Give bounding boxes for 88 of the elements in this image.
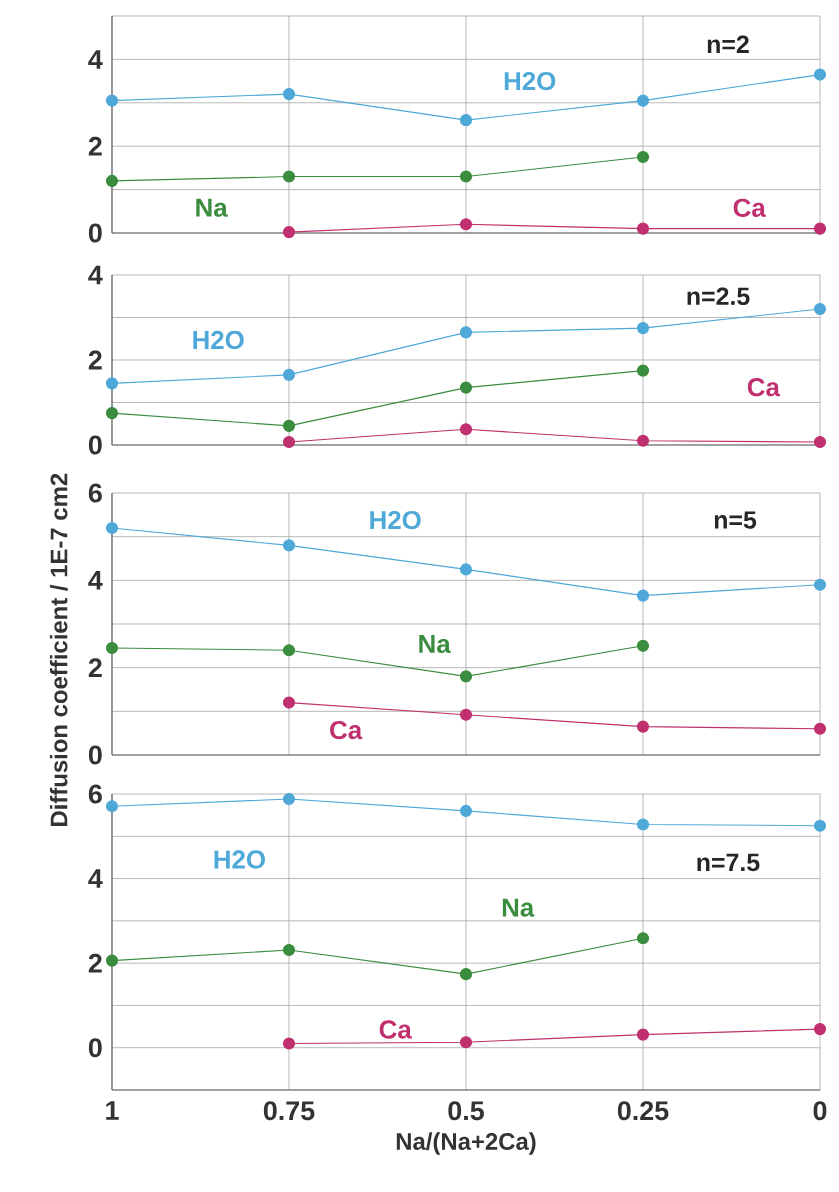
point — [282, 435, 296, 449]
point — [459, 1036, 473, 1049]
annotation: n=2.5 — [687, 287, 750, 306]
point — [636, 639, 650, 652]
point — [813, 68, 827, 81]
point — [813, 435, 827, 449]
point — [813, 819, 827, 832]
point — [636, 932, 650, 945]
point — [636, 94, 650, 107]
point — [636, 589, 650, 602]
point — [636, 434, 650, 447]
annotation: n=7.5 — [697, 853, 760, 872]
point — [282, 419, 296, 432]
point — [459, 326, 473, 339]
point — [282, 226, 296, 239]
y-tick-label: 2 — [88, 350, 102, 370]
y-tick-label: 0 — [88, 1038, 102, 1058]
series-label: Ca — [379, 1020, 412, 1039]
point — [636, 322, 650, 335]
point — [459, 170, 473, 183]
point — [105, 521, 119, 534]
point — [282, 170, 296, 183]
y-tick-label: 2 — [88, 136, 102, 156]
point — [282, 943, 296, 957]
y-tick-label: 2 — [88, 953, 102, 973]
y-tick-label: 0 — [88, 223, 102, 243]
y-tick-label: 6 — [88, 784, 102, 804]
point — [813, 722, 827, 735]
point — [459, 968, 473, 981]
point — [459, 423, 473, 436]
point — [459, 563, 473, 576]
x-tick-label: 1 — [106, 1101, 119, 1120]
point — [105, 800, 119, 813]
y-tick-label: 4 — [88, 869, 103, 888]
x-tick-label: 0.75 — [263, 1101, 315, 1121]
point — [459, 708, 473, 721]
point — [636, 150, 650, 164]
series-label: H2O — [193, 330, 244, 350]
annotation: n=2 — [707, 35, 749, 53]
point — [636, 720, 650, 733]
point — [459, 218, 473, 231]
point — [105, 377, 119, 390]
x-tick-label: 0.25 — [617, 1101, 669, 1121]
point — [282, 696, 296, 709]
point — [105, 94, 119, 107]
series-label: Ca — [747, 378, 781, 397]
point — [459, 114, 473, 127]
point — [105, 407, 119, 420]
point — [636, 1028, 650, 1041]
point — [813, 222, 827, 235]
point — [813, 302, 827, 316]
series-label: Na — [502, 898, 535, 917]
point — [105, 174, 119, 187]
y-tick-label: 4 — [88, 571, 103, 590]
point — [636, 364, 650, 377]
point — [636, 222, 650, 235]
y-tick-label: 4 — [88, 50, 103, 69]
point — [105, 641, 119, 655]
point — [282, 368, 296, 381]
series-label: Na — [196, 198, 228, 217]
point — [813, 1023, 827, 1036]
point — [105, 954, 119, 967]
y-tick-label: 0 — [88, 435, 102, 455]
point — [636, 818, 650, 831]
series-label: Na — [419, 635, 451, 654]
series-label: H2O — [504, 71, 556, 91]
point — [282, 644, 296, 657]
y-tick-label: 2 — [88, 658, 102, 678]
point — [459, 381, 473, 394]
x-tick-label: 0 — [813, 1101, 827, 1121]
point — [282, 88, 296, 101]
x-axis-title: Na/(Na+2Ca) — [396, 1132, 536, 1155]
y-axis-title: Diffusion coefficient / 1E-7 cm2 — [49, 473, 68, 826]
point — [813, 578, 827, 591]
series-label: H2O — [214, 850, 265, 869]
point — [459, 804, 473, 817]
series-label: H2O — [370, 510, 421, 530]
series-label: Ca — [330, 720, 363, 740]
y-tick-label: 4 — [88, 265, 103, 285]
series-label: Ca — [733, 198, 766, 217]
y-tick-label: 6 — [88, 483, 102, 503]
point — [282, 1037, 296, 1050]
x-tick-label: 0.5 — [448, 1101, 484, 1121]
point — [459, 670, 473, 683]
point — [282, 539, 296, 552]
point — [282, 793, 296, 806]
y-tick-label: 0 — [88, 745, 102, 765]
annotation: n=5 — [714, 511, 757, 529]
